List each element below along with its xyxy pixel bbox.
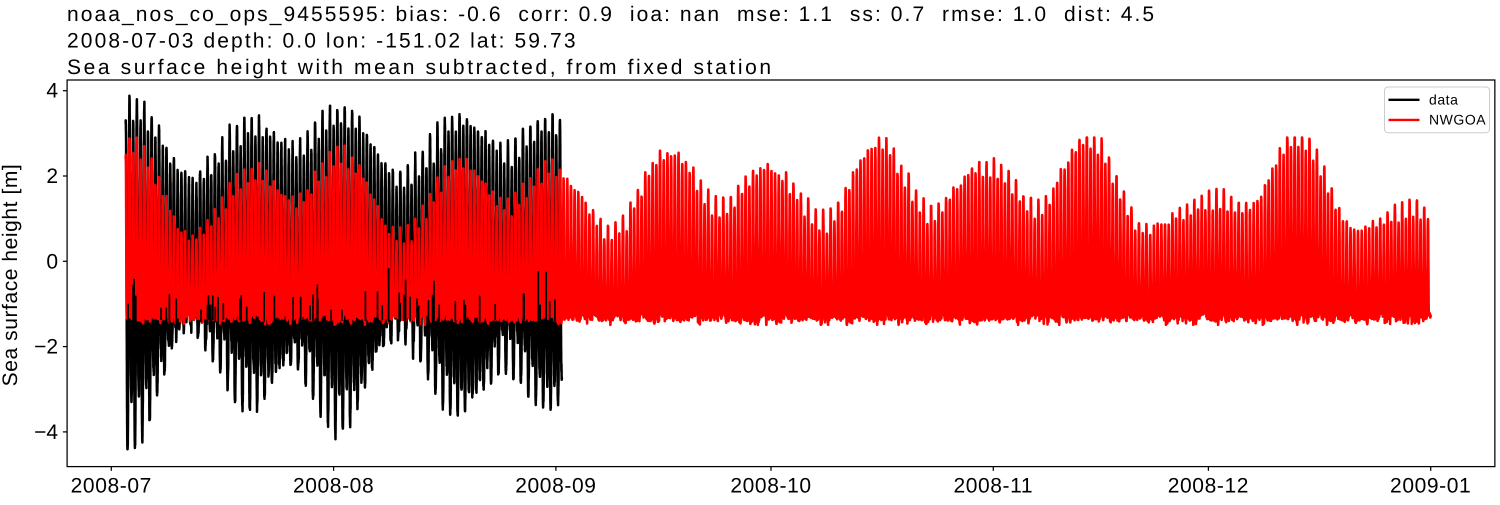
svg-text:2: 2 xyxy=(46,165,58,188)
svg-text:2008-10: 2008-10 xyxy=(730,475,811,498)
svg-text:Sea surface height with mean s: Sea surface height with mean subtracted,… xyxy=(67,56,774,79)
svg-text:NWGOA: NWGOA xyxy=(1429,112,1486,128)
svg-text:noaa_nos_co_ops_9455595: bias:: noaa_nos_co_ops_9455595: bias: -0.6 corr… xyxy=(67,3,1156,26)
svg-text:2008-09: 2008-09 xyxy=(515,475,596,498)
svg-text:data: data xyxy=(1429,92,1458,108)
svg-text:2008-07: 2008-07 xyxy=(71,475,152,498)
svg-text:2008-08: 2008-08 xyxy=(293,475,374,498)
svg-text:−4: −4 xyxy=(34,421,58,444)
svg-text:2009-01: 2009-01 xyxy=(1390,475,1471,498)
svg-text:2008-11: 2008-11 xyxy=(953,475,1033,498)
svg-text:2008-12: 2008-12 xyxy=(1168,475,1249,498)
svg-text:2008-07-03 depth: 0.0 lon: -15: 2008-07-03 depth: 0.0 lon: -151.02 lat: … xyxy=(67,30,578,53)
svg-text:0: 0 xyxy=(46,250,58,273)
svg-text:Sea surface height [m]: Sea surface height [m] xyxy=(0,164,22,387)
svg-text:4: 4 xyxy=(46,80,58,103)
svg-text:−2: −2 xyxy=(34,336,58,359)
